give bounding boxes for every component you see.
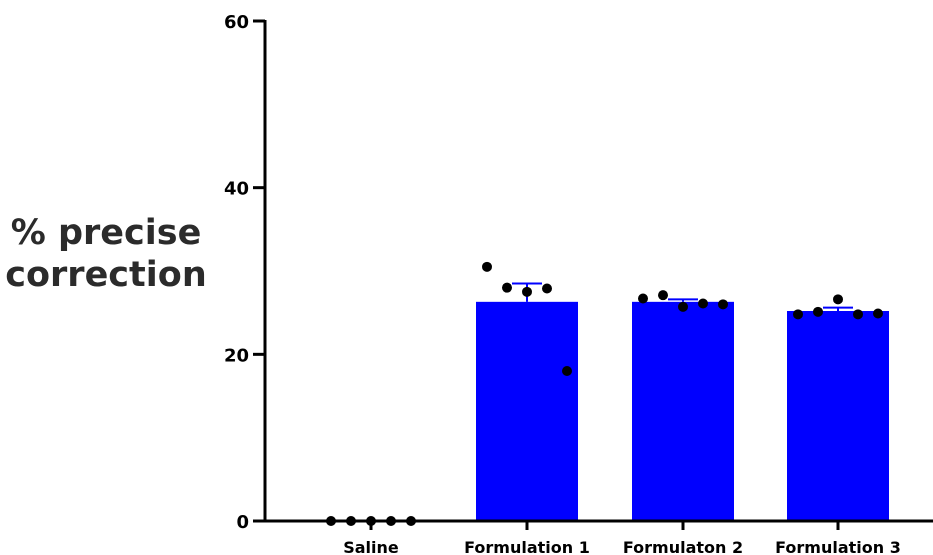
- x-category-label: Saline: [343, 538, 399, 555]
- y-tick-label: 60: [224, 12, 249, 33]
- data-point: [813, 306, 823, 317]
- error-bar: [668, 298, 698, 302]
- data-point: [678, 301, 688, 312]
- data-point: [833, 294, 843, 305]
- data-point: [638, 293, 648, 304]
- error-bar: [823, 306, 853, 311]
- bar: [787, 311, 889, 521]
- y-tick-label: 40: [224, 179, 249, 200]
- data-point: [562, 366, 572, 376]
- y-axis-label-line-2: correction: [5, 255, 207, 295]
- data-point: [873, 308, 883, 319]
- y-axis-label: % precise correction: [0, 212, 212, 296]
- y-tick-label: 0: [236, 512, 249, 533]
- y-ticks: 0 20 40 60: [224, 12, 265, 533]
- data-point: [482, 261, 492, 272]
- data-point: [502, 282, 512, 293]
- data-point: [718, 299, 728, 310]
- data-point: [793, 309, 803, 320]
- data-point: [853, 309, 863, 320]
- x-category-label: Formulaton 2: [623, 538, 743, 555]
- y-tick-label: 20: [224, 345, 249, 366]
- data-point: [542, 283, 552, 294]
- bar: [476, 301, 578, 521]
- x-category-labels: Saline Formulation 1 Formulaton 2 Formulati…: [343, 521, 901, 555]
- data-point: [658, 290, 668, 301]
- x-category-label: Formulation 1: [464, 538, 590, 555]
- x-category-label: Formulation 3: [775, 538, 901, 555]
- bar: [632, 301, 734, 521]
- data-point: [522, 286, 532, 297]
- chart-marks: [326, 261, 889, 526]
- y-axis-label-line-1: % precise: [10, 213, 202, 253]
- data-point: [698, 298, 708, 309]
